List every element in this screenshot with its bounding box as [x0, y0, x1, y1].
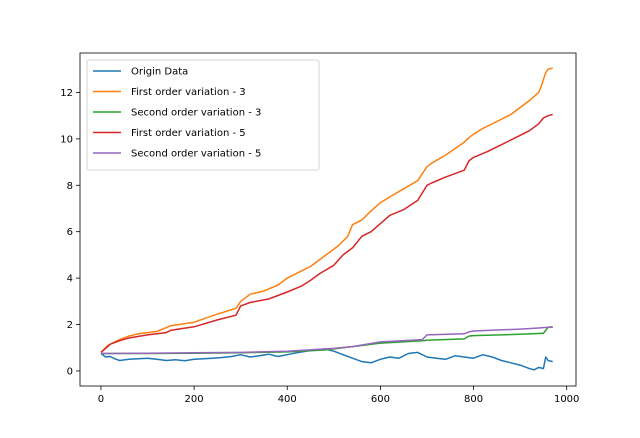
series-line-4 [100, 113, 553, 353]
series-line-2 [100, 67, 553, 353]
legend-label: Second order variation - 3 [131, 108, 261, 119]
legend-label: Second order variation - 5 [131, 149, 261, 160]
y-tick-label: 8 [67, 181, 73, 192]
legend-label: Origin Data [131, 67, 188, 78]
y-tick-label: 12 [60, 88, 73, 99]
series-line-1 [100, 348, 553, 371]
x-tick-label: 800 [464, 394, 483, 405]
y-tick-label: 6 [67, 227, 73, 238]
legend-label: First order variation - 5 [131, 128, 246, 139]
x-axis: 0 200 400 600 800 1000 [98, 386, 579, 405]
y-axis: 0 2 4 6 8 10 12 [60, 88, 80, 377]
x-tick-label: 0 [98, 394, 104, 405]
series-line-5 [100, 326, 553, 355]
y-tick-label: 10 [60, 134, 73, 145]
y-tick-label: 0 [67, 366, 73, 377]
y-tick-label: 4 [67, 274, 73, 285]
plot-frame [79, 52, 577, 387]
legend: Origin Data First order variation - 3 Seco… [86, 59, 320, 171]
y-tick-label: 2 [67, 320, 73, 331]
x-tick-label: 1000 [554, 394, 579, 405]
legend-box [86, 59, 320, 171]
x-tick-label: 600 [371, 394, 390, 405]
series-lines [100, 67, 553, 371]
legend-label: First order variation - 3 [131, 87, 246, 98]
x-tick-label: 400 [278, 394, 297, 405]
x-tick-label: 200 [185, 394, 204, 405]
